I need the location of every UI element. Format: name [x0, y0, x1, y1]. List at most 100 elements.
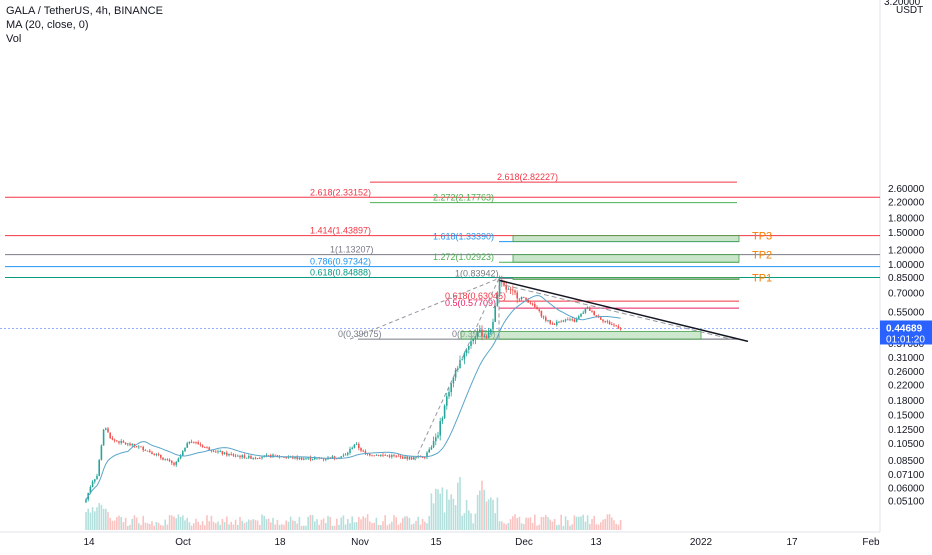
volume-bar: [485, 501, 488, 530]
volume-bar: [142, 515, 144, 530]
candle-body: [151, 452, 153, 455]
volume-bar: [311, 515, 314, 530]
volume-bar: [274, 524, 276, 530]
volume-bar: [481, 480, 483, 530]
volume-bar: [520, 523, 523, 530]
candle-body: [140, 446, 142, 448]
candle-body: [421, 457, 424, 458]
volume-bar: [182, 515, 184, 530]
candle-body: [388, 455, 391, 457]
volume-bar: [303, 525, 305, 530]
volume-bar: [118, 515, 120, 530]
volume-bar: [549, 519, 551, 530]
volume-bar: [197, 521, 199, 530]
candle-body: [349, 448, 351, 453]
candle-body: [127, 443, 129, 445]
volume-bar: [140, 525, 142, 530]
candle-body: [217, 451, 219, 453]
volume-bar: [336, 518, 338, 530]
volume-bar: [602, 519, 604, 530]
volume-bar: [595, 524, 598, 530]
time-tick-label: 14: [83, 537, 95, 548]
volume-bar: [417, 516, 419, 530]
candle-body: [371, 455, 373, 457]
candle-body: [331, 456, 334, 459]
candle-body: [124, 442, 127, 445]
volume-bar: [353, 522, 356, 530]
volume-bar: [608, 514, 611, 530]
volume-bar: [538, 524, 540, 530]
time-tick-label: 18: [274, 537, 286, 548]
candle-body: [525, 297, 527, 300]
volume-bar: [342, 515, 345, 530]
volume-bar: [439, 493, 441, 530]
volume-bar: [186, 517, 188, 530]
candle-body: [94, 479, 96, 482]
candle-body: [237, 455, 239, 457]
time-tick-label: Nov: [351, 537, 369, 548]
candle-body: [228, 454, 230, 456]
candle-body: [505, 285, 507, 290]
volume-bar: [426, 523, 428, 530]
volume-bar: [531, 522, 534, 530]
candle-body: [355, 444, 358, 445]
volume-bar: [611, 517, 613, 530]
candle-body: [353, 444, 356, 448]
ma-label: MA (20, close, 0): [6, 19, 89, 31]
volume-bar: [263, 515, 265, 530]
volume-bar: [490, 497, 492, 530]
volume-bar: [615, 523, 617, 530]
candle-body: [476, 332, 479, 338]
candle-body: [325, 459, 327, 460]
volume-bar: [573, 515, 576, 530]
volume-bar: [204, 525, 206, 530]
candle-body: [395, 455, 397, 457]
price-tick-label: 0.70000: [888, 288, 925, 299]
candle-body: [518, 298, 521, 300]
target-label: TP2: [752, 250, 772, 262]
dashed-trendline: [504, 284, 733, 340]
candle-body: [613, 324, 615, 326]
candle-body: [351, 447, 353, 449]
volume-bar: [450, 494, 452, 530]
volume-bar: [472, 523, 474, 530]
candle-body: [410, 457, 413, 460]
candle-body: [155, 454, 158, 455]
candle-body: [560, 321, 562, 323]
candle-body: [459, 360, 461, 369]
candle-body: [175, 461, 177, 465]
volume-bar: [421, 518, 424, 530]
time-tick-label: 13: [590, 537, 602, 548]
volume-label: Vol: [6, 33, 22, 45]
volume-bar: [586, 515, 589, 530]
candle-body: [131, 444, 133, 446]
volume-bar: [382, 521, 384, 530]
candle-body: [265, 455, 268, 456]
volume-bar: [591, 518, 593, 530]
chart-legend: GALA / TetherUS, 4h, BINANCE MA (20, clo…: [6, 4, 163, 46]
volume-bar: [556, 525, 558, 530]
candle-body: [283, 456, 285, 458]
volume-bars: [85, 477, 622, 530]
candle-body: [259, 458, 261, 459]
currency-label: USDT: [896, 5, 923, 16]
volume-bar: [461, 515, 463, 530]
volume-bar: [239, 516, 241, 530]
candle-body: [358, 444, 360, 449]
candle-body: [375, 454, 378, 456]
candle-body: [188, 441, 191, 444]
volume-bar: [435, 488, 437, 530]
price-tick-label: 0.08500: [888, 456, 925, 467]
volume-bar: [604, 518, 606, 530]
candle-body: [254, 457, 257, 459]
candle-body: [314, 457, 316, 460]
candle-body: [252, 457, 254, 459]
volume-bar: [551, 521, 554, 530]
volume-bar: [518, 516, 521, 530]
candle-body: [320, 458, 323, 460]
time-tick-label: Feb: [862, 537, 880, 548]
candle-body: [386, 455, 389, 457]
